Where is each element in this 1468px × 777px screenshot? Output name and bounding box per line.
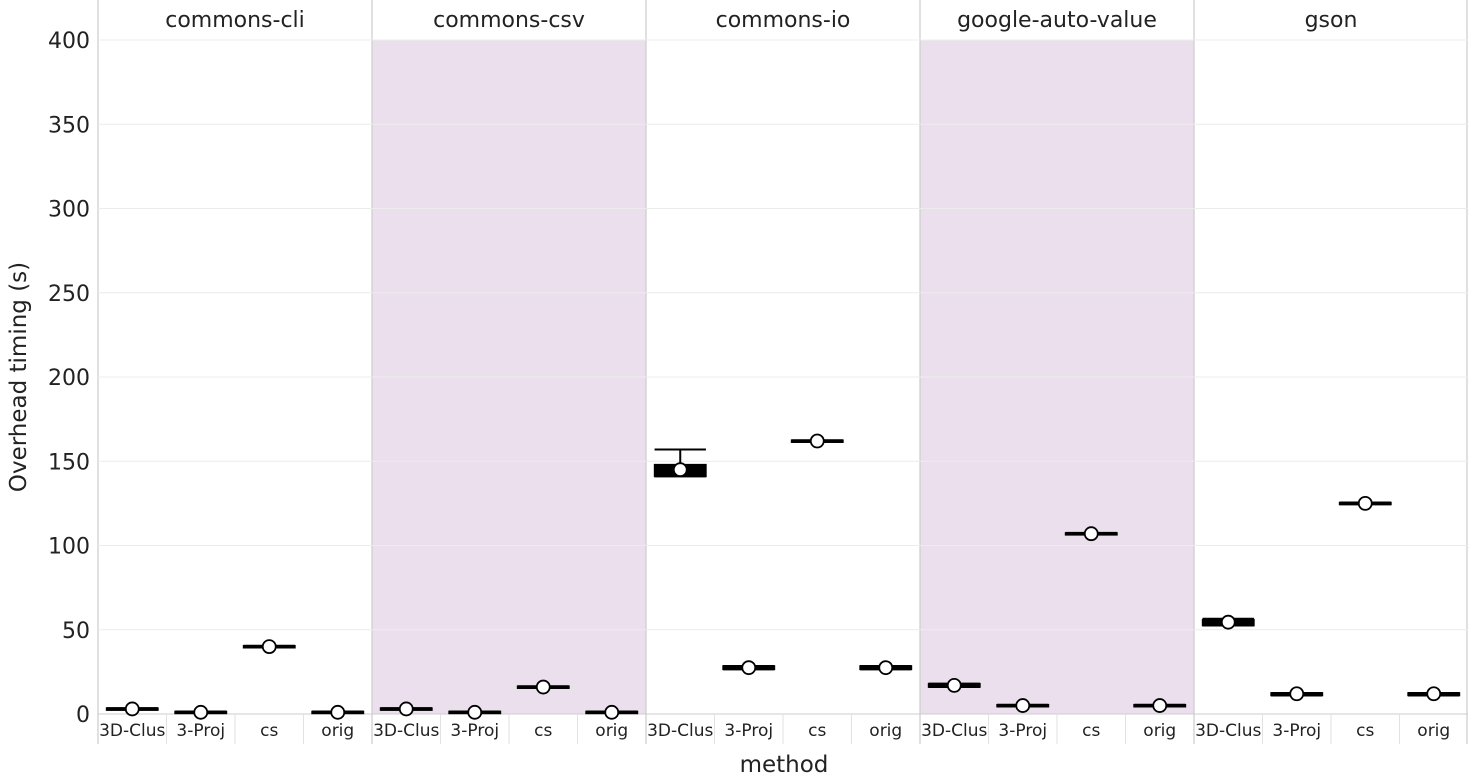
- x-axis-label: method: [740, 752, 829, 777]
- mean-marker: [741, 660, 757, 676]
- mean-marker: [1357, 495, 1373, 511]
- mean-marker: [1289, 686, 1305, 702]
- mean-marker: [467, 704, 483, 720]
- mean-marker: [261, 639, 277, 654]
- x-tick-label: cs: [1356, 721, 1374, 741]
- mean-marker: [330, 704, 346, 720]
- x-tick-label: 3-Proj: [724, 721, 773, 741]
- facet-title-gson: gson: [1305, 8, 1358, 33]
- facet-titles: commons-cli commons-csv commons-io google-a…: [165, 8, 1357, 33]
- x-tick-label: 3-Proj: [450, 721, 499, 741]
- gridlines: [98, 39, 1468, 631]
- x-tick-label: cs: [1082, 721, 1100, 741]
- mean-marker: [124, 701, 140, 717]
- box-commons-csv-cs: [516, 679, 570, 695]
- x-axis: 3D-Clus 3-Proj cs orig 3D-Clus 3-Proj cs orig 3D…: [99, 714, 1450, 744]
- box-commons-io-3-Proj: [722, 660, 776, 676]
- x-tick-label: cs: [534, 721, 552, 741]
- x-tick-label: 3D-Clus: [1195, 721, 1261, 741]
- mean-marker: [604, 704, 620, 720]
- y-tick-label: 200: [48, 366, 90, 391]
- box-marks: [105, 433, 1461, 720]
- mean-marker: [878, 660, 894, 676]
- box-gson-3D-Clus: [1201, 614, 1255, 630]
- box-gson-3-Proj: [1270, 686, 1324, 702]
- facet-title-google-auto-value: google-auto-value: [957, 8, 1157, 33]
- box-google-auto-value-3-Proj: [996, 698, 1050, 713]
- x-tick-label: orig: [1417, 721, 1450, 741]
- box-google-auto-value-3D-Clus: [927, 677, 981, 693]
- x-tick-label: 3D-Clus: [373, 721, 439, 741]
- box-commons-cli-cs: [242, 639, 296, 654]
- mean-marker: [672, 462, 688, 478]
- x-tick-label: 3D-Clus: [647, 721, 713, 741]
- x-tick-label: 3D-Clus: [921, 721, 987, 741]
- facet-panels: [97, 0, 1468, 744]
- x-tick-label: 3D-Clus: [99, 721, 165, 741]
- facet-title-commons-io: commons-io: [716, 8, 851, 33]
- box-commons-io-orig: [859, 660, 913, 676]
- y-tick-label: 300: [48, 198, 90, 223]
- x-tick-label: orig: [1143, 721, 1176, 741]
- x-tick-label: cs: [808, 721, 826, 741]
- y-tick-label: 100: [48, 535, 90, 560]
- box-google-auto-value-cs: [1064, 526, 1118, 542]
- mean-marker: [1083, 526, 1099, 542]
- y-tick-label: 400: [48, 29, 90, 54]
- box-commons-csv-3D-Clus: [379, 701, 433, 717]
- y-axis: 0 50 100 150 200 250 300 350 400: [48, 29, 90, 728]
- mean-marker: [535, 679, 551, 695]
- box-commons-csv-orig: [585, 704, 639, 720]
- facet-title-commons-cli: commons-cli: [165, 8, 305, 33]
- box-commons-io-3D-Clus: [653, 448, 707, 478]
- y-tick-label: 50: [62, 619, 90, 644]
- mean-marker: [193, 704, 209, 720]
- y-axis-label: Overhead timing (s): [6, 262, 32, 492]
- x-tick-label: orig: [869, 721, 902, 741]
- box-gson-orig: [1407, 686, 1461, 702]
- box-commons-csv-3-Proj: [448, 704, 502, 720]
- y-tick-label: 150: [48, 450, 90, 475]
- mean-marker: [946, 677, 962, 693]
- mean-marker: [1426, 686, 1442, 702]
- box-google-auto-value-orig: [1133, 698, 1187, 713]
- mean-marker: [1152, 698, 1168, 713]
- y-tick-label: 0: [76, 703, 90, 728]
- mean-marker: [1015, 698, 1031, 713]
- x-tick-label: 3-Proj: [1272, 721, 1321, 741]
- facet-title-commons-csv: commons-csv: [433, 8, 585, 33]
- mean-marker: [809, 433, 825, 449]
- y-tick-label: 350: [48, 113, 90, 138]
- x-tick-label: orig: [595, 721, 628, 741]
- box-commons-cli-3D-Clus: [105, 701, 159, 717]
- x-tick-label: orig: [321, 721, 354, 741]
- box-commons-cli-orig: [311, 704, 365, 720]
- mean-marker: [398, 701, 414, 717]
- x-tick-label: 3-Proj: [176, 721, 225, 741]
- x-tick-label: 3-Proj: [998, 721, 1047, 741]
- box-commons-cli-3-Proj: [174, 704, 228, 720]
- y-tick-label: 250: [48, 282, 90, 307]
- mean-marker: [1220, 614, 1236, 630]
- box-gson-cs: [1338, 495, 1392, 511]
- box-commons-io-cs: [790, 433, 844, 449]
- x-tick-label: cs: [260, 721, 278, 741]
